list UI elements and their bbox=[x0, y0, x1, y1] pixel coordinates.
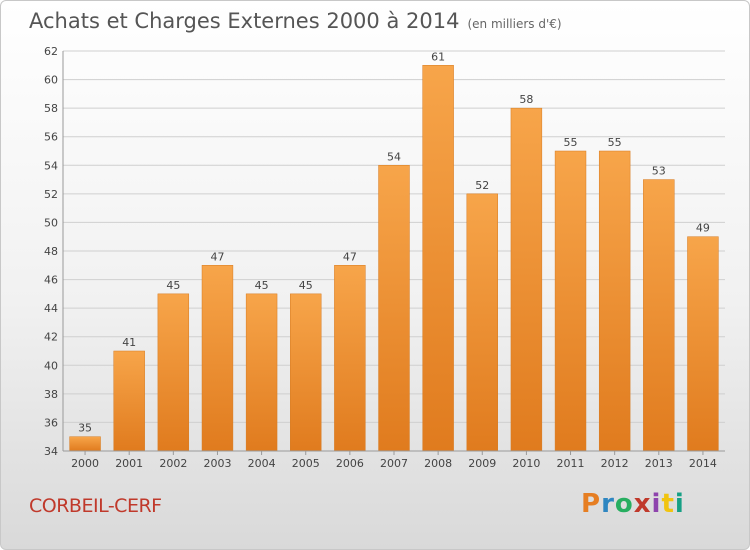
y-tick-label: 52 bbox=[44, 188, 58, 201]
logo-letter: r bbox=[601, 489, 615, 519]
bar-value-label: 61 bbox=[431, 50, 445, 63]
logo-letter: t bbox=[661, 489, 675, 519]
x-tick-label: 2007 bbox=[380, 457, 408, 470]
bar bbox=[69, 436, 101, 452]
bar-value-label: 52 bbox=[475, 179, 489, 192]
x-tick-label: 2000 bbox=[71, 457, 99, 470]
bar-value-label: 54 bbox=[387, 150, 401, 163]
x-tick-label: 2003 bbox=[203, 457, 231, 470]
logo-letter: i bbox=[674, 489, 685, 519]
x-tick-label: 2004 bbox=[248, 457, 276, 470]
x-tick-label: 2006 bbox=[336, 457, 364, 470]
chart-title: Achats et Charges Externes 2000 à 2014 (e… bbox=[29, 9, 562, 33]
bar-value-label: 47 bbox=[210, 250, 224, 263]
bar-value-label: 55 bbox=[608, 136, 622, 149]
place-name: CORBEIL-CERF bbox=[29, 495, 162, 517]
bar bbox=[687, 236, 719, 452]
y-tick-label: 56 bbox=[44, 131, 58, 144]
y-tick-label: 36 bbox=[44, 416, 58, 429]
labels-layer: 35 41 45 47 45 45 47 54 61 52 58 55 55 53 49 bbox=[78, 50, 710, 434]
bar bbox=[422, 65, 454, 452]
bar bbox=[334, 265, 366, 452]
y-tick-label: 50 bbox=[44, 216, 58, 229]
x-tick-label: 2005 bbox=[292, 457, 320, 470]
bar-value-label: 49 bbox=[696, 222, 710, 235]
bar bbox=[466, 193, 498, 452]
bars-layer bbox=[69, 65, 719, 452]
x-tick-label: 2002 bbox=[159, 457, 187, 470]
y-tick-label: 46 bbox=[44, 274, 58, 287]
axis-layer: 34 36 38 40 42 44 46 48 50 52 54 56 58 60 62 2000 2001 20… bbox=[44, 45, 725, 470]
bar-value-label: 41 bbox=[122, 336, 136, 349]
logo-letter: o bbox=[614, 489, 634, 519]
title-text: Achats et Charges Externes 2000 à 2014 bbox=[29, 9, 460, 33]
bar-value-label: 45 bbox=[299, 279, 313, 292]
logo-letter: x bbox=[633, 489, 652, 519]
bar bbox=[378, 165, 410, 452]
y-tick-label: 62 bbox=[44, 45, 58, 58]
y-tick-label: 42 bbox=[44, 331, 58, 344]
x-tick-label: 2012 bbox=[601, 457, 629, 470]
bar bbox=[113, 350, 145, 452]
bar bbox=[598, 150, 631, 452]
x-tick-label: 2001 bbox=[115, 457, 143, 470]
bar-value-label: 35 bbox=[78, 422, 92, 435]
x-tick-label: 2008 bbox=[424, 457, 452, 470]
bar bbox=[290, 293, 322, 452]
y-tick-label: 34 bbox=[44, 445, 58, 458]
bar-value-label: 45 bbox=[255, 279, 269, 292]
y-tick-label: 40 bbox=[44, 359, 58, 372]
x-tick-label: 2011 bbox=[557, 457, 585, 470]
chart-subtitle: (en milliers d'€) bbox=[467, 17, 562, 31]
x-tick-label: 2013 bbox=[645, 457, 673, 470]
bar-value-label: 55 bbox=[564, 136, 578, 149]
y-tick-label: 54 bbox=[44, 159, 58, 172]
y-tick-label: 44 bbox=[44, 302, 58, 315]
x-tick-label: 2014 bbox=[689, 457, 717, 470]
y-tick-label: 58 bbox=[44, 102, 58, 115]
logo-letter: i bbox=[651, 489, 662, 519]
y-tick-label: 38 bbox=[44, 388, 58, 401]
bar bbox=[245, 293, 278, 452]
bar bbox=[201, 265, 234, 452]
x-tick-label: 2010 bbox=[512, 457, 540, 470]
y-tick-label: 60 bbox=[44, 74, 58, 87]
bar-value-label: 53 bbox=[652, 165, 666, 178]
bar bbox=[554, 150, 587, 452]
bar-value-label: 45 bbox=[166, 279, 180, 292]
bar-value-label: 58 bbox=[519, 93, 533, 106]
y-tick-label: 48 bbox=[44, 245, 58, 258]
bar bbox=[157, 293, 190, 452]
logo-letter: P bbox=[581, 489, 602, 519]
proxiti-logo[interactable]: Proxiti bbox=[581, 489, 685, 519]
x-tick-label: 2009 bbox=[468, 457, 496, 470]
bar bbox=[643, 179, 675, 452]
bar-value-label: 47 bbox=[343, 250, 357, 263]
bar bbox=[510, 107, 543, 452]
